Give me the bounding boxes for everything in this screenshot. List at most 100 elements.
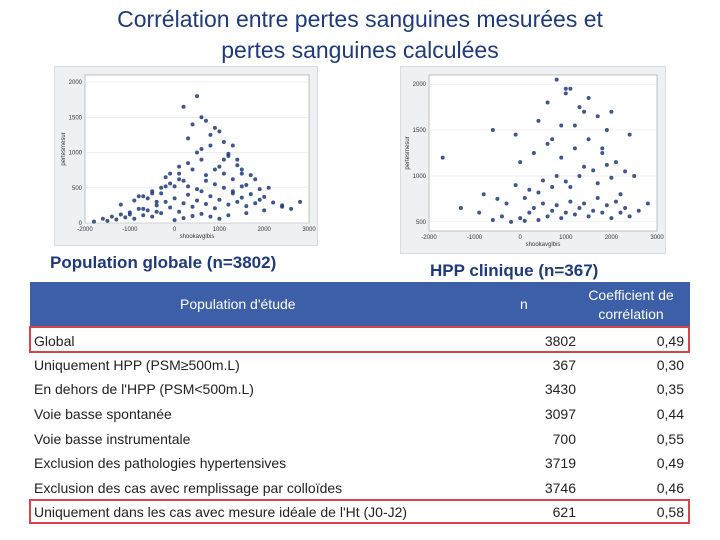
data-point <box>203 201 208 206</box>
data-point <box>163 184 168 189</box>
data-point <box>221 185 226 190</box>
row-label: Exclusion des cas avec remplissage par c… <box>34 480 343 496</box>
y-tick-label: 0 <box>79 221 83 227</box>
y-tick-label: 2000 <box>69 80 83 86</box>
data-point <box>217 129 222 134</box>
data-point <box>559 155 564 160</box>
row-n: 3746 <box>544 480 576 496</box>
y-axis-label: pertesmesur <box>405 136 411 169</box>
data-point <box>186 192 191 197</box>
data-point <box>600 210 605 215</box>
row-label: Uniquement HPP (PSM≥500m.L) <box>34 357 240 373</box>
row-coef: 0,55 <box>656 431 684 447</box>
data-point <box>154 199 159 204</box>
data-point <box>154 203 159 208</box>
caption-hpp: HPP clinique (n=367) <box>430 261 599 280</box>
data-point <box>244 204 249 209</box>
highlight-ideal-ht-row <box>29 499 690 524</box>
data-point <box>609 175 614 180</box>
table-row: Uniquement dans les cas avec mesure idéa… <box>30 500 690 524</box>
data-point <box>239 195 244 200</box>
data-point <box>190 213 195 218</box>
data-point <box>186 184 191 189</box>
data-point <box>208 143 213 148</box>
data-point <box>577 105 582 110</box>
data-point <box>481 192 486 197</box>
plot-area <box>84 74 310 224</box>
data-point <box>248 173 253 178</box>
data-point <box>145 196 150 201</box>
data-point <box>536 190 541 195</box>
data-point <box>518 216 523 221</box>
data-point <box>226 151 231 156</box>
data-point <box>244 211 249 216</box>
data-point <box>495 196 500 201</box>
data-point <box>163 175 168 180</box>
y-tick-label: 1500 <box>413 128 427 134</box>
data-point <box>235 163 240 168</box>
data-point <box>271 200 276 205</box>
table-row: En dehors de l'HPP (PSM<500m.L) 3430 0,3… <box>30 377 690 401</box>
data-point <box>248 192 253 197</box>
slide-title: Corrélation entre pertes sanguines mesur… <box>0 4 720 66</box>
data-point <box>577 173 582 178</box>
data-point <box>199 157 204 162</box>
data-point <box>568 199 573 204</box>
data-point <box>563 210 568 215</box>
row-label: En dehors de l'HPP (PSM<500m.L) <box>34 381 254 397</box>
x-tick-label: -2000 <box>77 227 93 233</box>
data-point <box>600 146 605 151</box>
row-coef: 0,49 <box>656 455 684 471</box>
x-axis-label: shookavglbis <box>526 242 561 248</box>
data-point <box>168 205 173 210</box>
data-point <box>203 173 208 178</box>
data-point <box>168 171 173 176</box>
header-population: Population d'étude <box>180 296 296 312</box>
data-point <box>141 213 146 218</box>
row-n: 367 <box>552 357 576 373</box>
data-point <box>618 192 623 197</box>
data-point <box>586 95 591 100</box>
data-point <box>477 210 482 215</box>
row-label: Voie basse instrumentale <box>34 431 191 447</box>
data-point <box>150 191 155 196</box>
data-point <box>618 210 623 215</box>
data-point <box>572 123 577 128</box>
data-point <box>522 195 527 200</box>
data-point <box>230 189 235 194</box>
data-point <box>203 178 208 183</box>
data-point <box>595 181 600 186</box>
scatter-plot-global-svg: 0 500 1000 1500 2000 -2000 -1000 0 1000 2000 3000 s… <box>61 74 316 240</box>
data-point <box>163 199 168 204</box>
data-point <box>559 123 564 128</box>
x-tick-label: 1000 <box>213 227 227 233</box>
data-point <box>177 164 182 169</box>
data-point <box>591 208 596 213</box>
data-point <box>217 164 222 169</box>
data-point <box>536 118 541 123</box>
row-n: 700 <box>552 431 576 447</box>
data-point <box>181 201 186 206</box>
data-point <box>632 173 637 178</box>
data-point <box>154 209 159 214</box>
y-tick-label: 1000 <box>69 151 83 157</box>
data-point <box>212 182 217 187</box>
data-point <box>604 203 609 208</box>
data-point <box>145 208 150 213</box>
row-coef: 0,35 <box>656 381 684 397</box>
table-row: Exclusion des cas avec remplissage par c… <box>30 476 690 500</box>
data-point <box>141 194 146 199</box>
data-point <box>266 185 271 190</box>
data-point <box>132 198 137 203</box>
caption-global: Population globale (n=3802) <box>50 253 277 272</box>
data-point <box>199 115 204 120</box>
data-point <box>141 206 146 211</box>
data-point <box>159 191 164 196</box>
data-point <box>490 128 495 133</box>
x-tick-label: 1000 <box>559 235 573 241</box>
data-point <box>177 171 182 176</box>
data-point <box>554 77 559 82</box>
row-n: 3719 <box>544 455 576 471</box>
data-point <box>298 199 303 204</box>
data-point <box>212 125 217 130</box>
